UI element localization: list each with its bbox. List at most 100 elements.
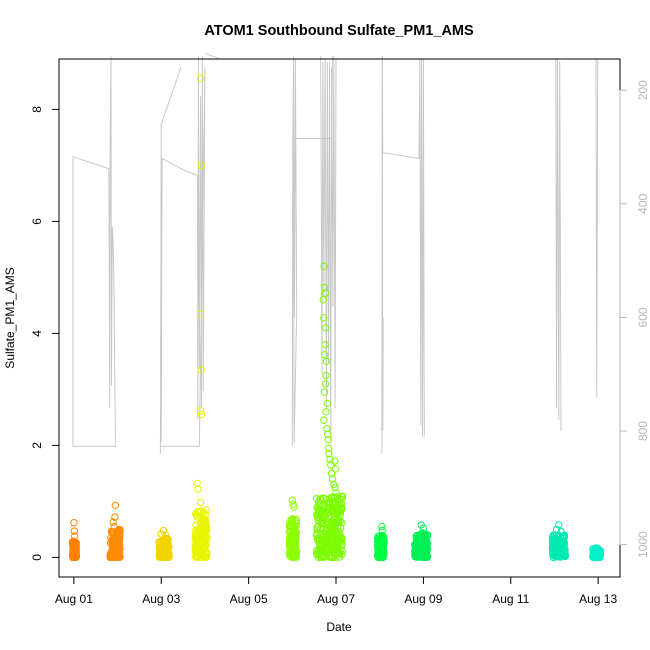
data-point xyxy=(286,543,294,551)
y-axis-label: Sulfate_PM1_AMS xyxy=(3,267,17,368)
data-point xyxy=(413,538,421,546)
data-point xyxy=(331,549,340,558)
data-point xyxy=(416,552,424,560)
data-point xyxy=(328,539,337,547)
data-point xyxy=(327,469,336,478)
right-tick-label: 800 xyxy=(636,421,650,441)
data-point xyxy=(326,455,334,464)
x-tick-label: Aug 07 xyxy=(317,592,355,606)
data-point xyxy=(322,547,331,555)
data-point xyxy=(291,538,299,546)
y-tick-label: 0 xyxy=(30,554,44,561)
data-point xyxy=(196,498,205,507)
x-tick-label: Aug 05 xyxy=(230,592,268,606)
data-point xyxy=(329,519,337,528)
chart-title: ATOM1 Southbound Sulfate_PM1_AMS xyxy=(204,23,474,39)
data-point xyxy=(376,538,385,546)
data-point xyxy=(324,436,332,444)
data-point xyxy=(592,550,601,559)
right-tick-label: 1000 xyxy=(636,531,650,558)
trace-line xyxy=(381,56,384,432)
data-points xyxy=(68,74,604,562)
data-point xyxy=(316,531,325,539)
data-point xyxy=(324,430,332,438)
data-point xyxy=(325,450,333,458)
data-point xyxy=(196,407,205,415)
data-point xyxy=(378,526,386,535)
x-axis-label: Date xyxy=(326,620,352,634)
data-point xyxy=(555,521,563,529)
data-point xyxy=(202,522,211,531)
data-point xyxy=(192,510,200,518)
data-point xyxy=(288,517,296,526)
data-point xyxy=(196,553,204,561)
data-point xyxy=(322,371,330,380)
data-point xyxy=(197,161,205,170)
data-point xyxy=(197,410,206,419)
data-point xyxy=(418,550,427,558)
data-point xyxy=(320,262,328,270)
data-point xyxy=(333,534,342,542)
data-point xyxy=(71,532,79,540)
x-axis: Aug 01 Aug 03 Aug 05 Aug 07 Aug 09 Aug 11 Aug … xyxy=(55,576,617,606)
data-point xyxy=(331,493,339,502)
data-point xyxy=(378,522,386,531)
data-point xyxy=(69,543,77,552)
right-tick-label: 400 xyxy=(636,194,650,214)
trace-line xyxy=(72,56,116,447)
data-point xyxy=(317,541,325,549)
data-point xyxy=(334,521,342,530)
data-point xyxy=(289,529,298,538)
data-point xyxy=(336,509,345,517)
data-point xyxy=(107,547,116,556)
trace-line xyxy=(291,56,333,446)
data-point xyxy=(419,524,428,532)
data-point xyxy=(191,553,200,561)
data-point xyxy=(160,538,168,546)
trace-line xyxy=(204,52,221,60)
data-point xyxy=(328,534,336,542)
data-point xyxy=(72,553,80,561)
data-point xyxy=(319,296,327,304)
data-point xyxy=(162,551,170,559)
data-point xyxy=(328,505,336,513)
data-point xyxy=(291,550,300,559)
data-point xyxy=(312,530,321,539)
data-point xyxy=(111,541,119,549)
data-point xyxy=(317,495,325,503)
data-point xyxy=(421,531,429,540)
data-point xyxy=(157,530,165,538)
data-point xyxy=(116,549,124,557)
data-point xyxy=(106,539,115,547)
data-point xyxy=(192,551,201,560)
data-point xyxy=(553,536,562,545)
data-point xyxy=(201,553,210,561)
data-point xyxy=(291,537,300,545)
right-axis: 200 400 600 800 1000 xyxy=(619,80,650,558)
data-point xyxy=(316,502,324,510)
data-point xyxy=(286,520,294,528)
data-point xyxy=(316,513,324,522)
data-point xyxy=(323,495,331,503)
data-point xyxy=(323,399,331,408)
data-point xyxy=(200,543,208,551)
data-point xyxy=(164,540,172,548)
data-point xyxy=(374,549,382,557)
data-point xyxy=(336,530,344,538)
data-point xyxy=(163,549,171,558)
data-point xyxy=(192,542,200,550)
x-tick-label: Aug 13 xyxy=(579,592,617,606)
data-point xyxy=(595,552,603,560)
data-point xyxy=(111,501,120,509)
data-point xyxy=(197,530,206,539)
data-point xyxy=(328,475,337,483)
data-point xyxy=(196,310,205,318)
data-point xyxy=(110,522,118,531)
trace-line xyxy=(320,56,337,443)
trace-line xyxy=(160,56,206,447)
data-point xyxy=(321,324,330,332)
data-point xyxy=(290,503,298,511)
data-point xyxy=(320,314,328,322)
data-point xyxy=(552,525,561,534)
